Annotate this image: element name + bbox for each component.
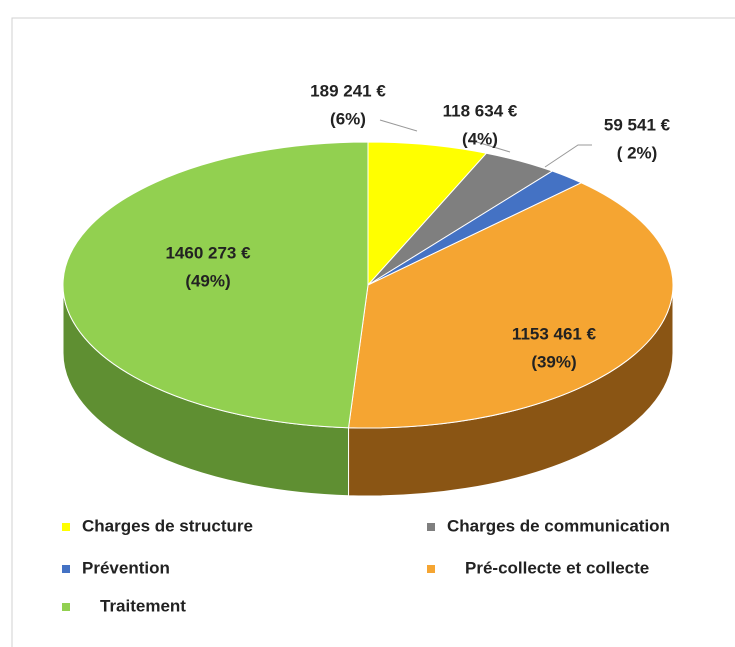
percent-label: (39%): [531, 352, 576, 371]
legend-label: Traitement: [100, 596, 186, 615]
legend-label: Charges de structure: [82, 516, 253, 535]
legend-label: Pré-collecte et collecte: [465, 558, 649, 577]
pie-slice: [62, 141, 369, 429]
leader-line: [379, 119, 418, 132]
value-label: 1460 273 €: [165, 243, 251, 262]
legend-label: Prévention: [82, 558, 170, 577]
percent-label: (49%): [185, 271, 230, 290]
legend-label: Charges de communication: [447, 516, 670, 535]
value-label: 189 241 €: [310, 81, 386, 100]
chart-frame: [11, 17, 735, 647]
legend-swatch: [427, 565, 435, 573]
leader-line: [469, 139, 511, 153]
leader-line: [544, 144, 592, 168]
pie-slice: [347, 182, 674, 429]
value-label: 1153 461 €: [512, 324, 597, 343]
value-label: 118 634 €: [443, 101, 518, 120]
value-label: 59 541 €: [604, 115, 671, 134]
legend-swatch: [62, 565, 70, 573]
percent-label: (4%): [462, 129, 498, 148]
percent-label: (6%): [330, 109, 366, 128]
legend-swatch: [427, 523, 435, 531]
legend-swatch: [62, 523, 70, 531]
legend-swatch: [62, 603, 70, 611]
percent-label: ( 2%): [617, 143, 658, 162]
pie-slice: [367, 141, 488, 287]
